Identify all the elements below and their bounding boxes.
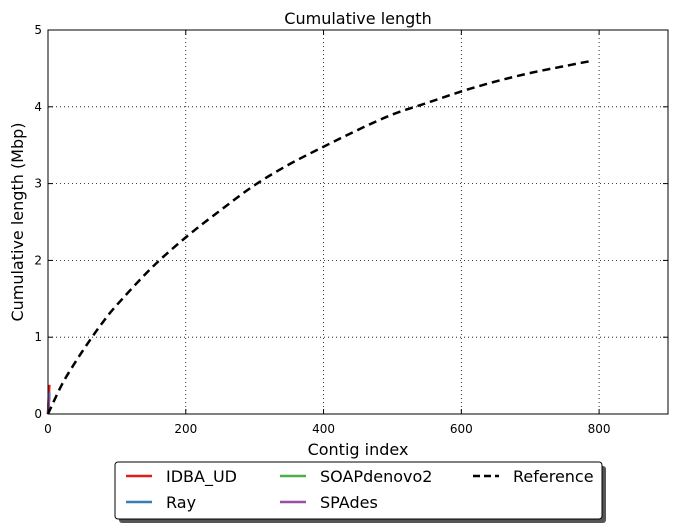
series-line-reference <box>46 59 593 415</box>
plot-frame <box>47 29 669 415</box>
x-tick-label: 0 <box>44 422 52 436</box>
y-axis-label: Cumulative length (Mbp) <box>8 122 27 321</box>
legend-label: SPAdes <box>320 493 378 512</box>
legend-label: IDBA_UD <box>166 467 237 487</box>
legend-label: Ray <box>166 493 196 512</box>
x-tick-label: 800 <box>588 422 611 436</box>
legend-box <box>114 461 603 520</box>
legend-label: SOAPdenovo2 <box>320 467 432 486</box>
x-tick-label: 400 <box>312 422 335 436</box>
y-tick-label: 1 <box>34 330 42 344</box>
y-tick-label: 4 <box>34 100 42 114</box>
y-tick-label: 5 <box>34 23 42 37</box>
y-tick-label: 0 <box>34 407 42 421</box>
series-lines <box>46 59 593 415</box>
grid <box>47 29 668 415</box>
axis-ticks: 0 200 400 600 800 0 1 2 3 4 5 <box>34 23 668 436</box>
x-tick-label: 600 <box>450 422 473 436</box>
legend-label: Reference <box>513 467 594 486</box>
legend: IDBA_UD Ray SOAPdenovo2 SPAdes Reference <box>114 461 606 523</box>
x-tick-label: 200 <box>174 422 197 436</box>
y-tick-label: 3 <box>34 177 42 191</box>
y-tick-label: 2 <box>34 253 42 267</box>
x-axis-label: Contig index <box>308 440 409 459</box>
chart-title: Cumulative length <box>284 9 431 28</box>
